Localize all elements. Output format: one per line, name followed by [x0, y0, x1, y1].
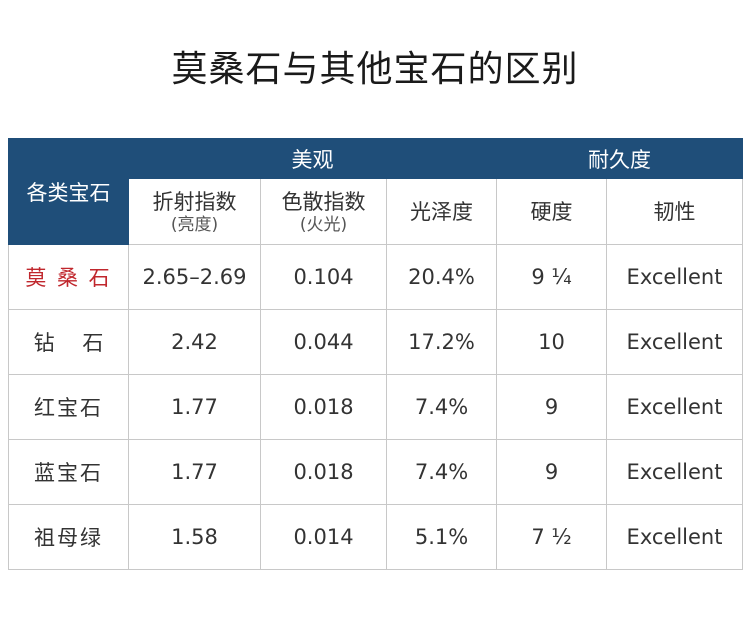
stone-name-cell: 莫 桑 石 — [8, 244, 129, 310]
header-luster: 光泽度 — [385, 178, 498, 245]
table-row-emerald: 祖母绿 1.58 0.014 5.1% 7 ½ Excellent — [8, 504, 744, 570]
stone-name-cell: 红宝石 — [8, 374, 129, 440]
luster-cell: 20.4% — [385, 244, 498, 310]
refraction-cell: 1.77 — [128, 439, 261, 505]
header-group-beauty: 美观 — [127, 138, 498, 179]
toughness-cell: Excellent — [606, 504, 744, 570]
dispersion-cell: 0.014 — [260, 504, 387, 570]
hardness-cell: 10 — [496, 309, 608, 375]
luster-cell: 7.4% — [385, 439, 498, 505]
refraction-cell: 1.77 — [128, 374, 261, 440]
table-row-diamond: 钻 石 2.42 0.044 17.2% 10 Excellent — [8, 309, 744, 375]
toughness-cell: Excellent — [606, 374, 744, 440]
toughness-cell: Excellent — [606, 439, 744, 505]
hardness-cell: 9 — [496, 439, 608, 505]
hardness-cell: 9 — [496, 374, 608, 440]
header-toughness: 韧性 — [606, 178, 744, 245]
luster-cell: 5.1% — [385, 504, 498, 570]
header-refraction-note: (亮度) — [170, 214, 219, 235]
page-title: 莫桑石与其他宝石的区别 — [171, 49, 579, 90]
hardness-cell: 9 ¼ — [496, 244, 608, 310]
table-row-sapphire: 蓝宝石 1.77 0.018 7.4% 9 Excellent — [8, 439, 744, 505]
dispersion-cell: 0.018 — [260, 439, 387, 505]
toughness-cell: Excellent — [606, 244, 744, 310]
header-group-durability: 耐久度 — [496, 138, 744, 179]
stone-name-cell: 钻 石 — [8, 309, 129, 375]
luster-cell: 7.4% — [385, 374, 498, 440]
stone-name-cell: 蓝宝石 — [8, 439, 129, 505]
header-dispersion-note: (火光) — [299, 214, 348, 235]
header-corner: 各类宝石 — [8, 138, 129, 245]
dispersion-cell: 0.104 — [260, 244, 387, 310]
table-row-ruby: 红宝石 1.77 0.018 7.4% 9 Excellent — [8, 374, 744, 440]
refraction-cell: 1.58 — [128, 504, 261, 570]
header-hardness: 硬度 — [496, 178, 608, 245]
toughness-cell: Excellent — [606, 309, 744, 375]
stone-name-cell: 祖母绿 — [8, 504, 129, 570]
gemstone-comparison-table: 各类宝石 美观 耐久度 折射指数 (亮度) 色散指数 (火光) 光泽度 硬度 韧… — [8, 138, 744, 570]
hardness-cell: 7 ½ — [496, 504, 608, 570]
header-dispersion-label: 色散指数 — [281, 189, 366, 214]
luster-cell: 17.2% — [385, 309, 498, 375]
header-dispersion: 色散指数 (火光) — [260, 178, 387, 245]
refraction-cell: 2.65–2.69 — [128, 244, 261, 310]
dispersion-cell: 0.018 — [260, 374, 387, 440]
dispersion-cell: 0.044 — [260, 309, 387, 375]
header-refraction-label: 折射指数 — [152, 189, 237, 214]
refraction-cell: 2.42 — [128, 309, 261, 375]
table-row-moissanite: 莫 桑 石 2.65–2.69 0.104 20.4% 9 ¼ Excellen… — [8, 244, 744, 310]
header-refraction: 折射指数 (亮度) — [128, 178, 261, 245]
